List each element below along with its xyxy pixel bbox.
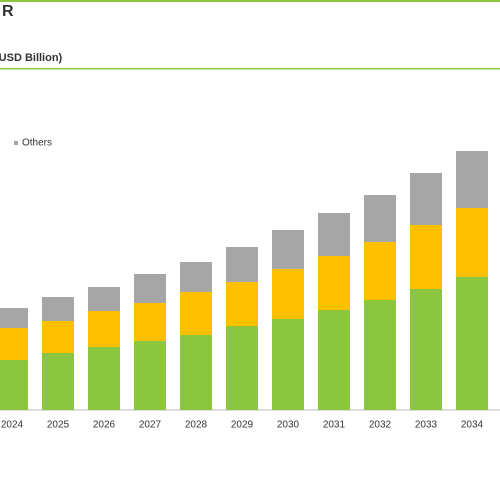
bar-segment <box>88 311 120 347</box>
bar-segment <box>410 225 442 289</box>
bar-segment <box>364 195 396 242</box>
bar-segment <box>364 242 396 300</box>
x-tick-label: 2033 <box>415 420 438 431</box>
bar-segment <box>42 353 74 410</box>
bar-segment <box>456 151 488 208</box>
x-tick-label: 2034 <box>461 420 484 431</box>
bar-segment <box>318 256 350 310</box>
x-tick-label: 2026 <box>93 420 116 431</box>
x-tick-label: 2030 <box>277 420 300 431</box>
bar-segment <box>272 319 304 410</box>
bar-segment <box>272 269 304 319</box>
bar-segment <box>180 292 212 335</box>
bar-segment <box>0 328 28 360</box>
bar-segment <box>226 326 258 410</box>
x-tick-label: 2024 <box>1 420 24 431</box>
bar-segment <box>42 297 74 321</box>
x-tick-label: 2025 <box>47 420 70 431</box>
bar-segment <box>42 321 74 353</box>
chart-title: R <box>2 3 14 20</box>
bar-segment <box>0 308 28 328</box>
bar-segment <box>272 230 304 269</box>
bar-segment <box>410 173 442 225</box>
bar-segment <box>134 274 166 303</box>
legend-label: Others <box>22 138 52 149</box>
top-border <box>0 0 500 2</box>
bar-segment <box>134 303 166 341</box>
bar-segment <box>88 347 120 410</box>
bar-segment <box>364 300 396 410</box>
bar-segment <box>0 360 28 410</box>
header-rule <box>0 68 500 70</box>
x-tick-label: 2031 <box>323 420 346 431</box>
bar-segment <box>456 277 488 410</box>
x-tick-label: 2029 <box>231 420 254 431</box>
chart-subtitle: (USD Billion) <box>0 52 63 64</box>
bar-segment <box>180 262 212 292</box>
legend-swatch <box>14 141 18 145</box>
x-tick-label: 2027 <box>139 420 162 431</box>
x-tick-label: 2032 <box>369 420 392 431</box>
bar-segment <box>456 208 488 277</box>
bar-segment <box>226 247 258 282</box>
bar-segment <box>134 341 166 410</box>
x-tick-label: 2028 <box>185 420 208 431</box>
bar-segment <box>180 335 212 410</box>
bar-segment <box>410 289 442 410</box>
bar-segment <box>318 213 350 256</box>
bar-segment <box>226 282 258 326</box>
bar-segment <box>88 287 120 311</box>
bar-segment <box>318 310 350 410</box>
